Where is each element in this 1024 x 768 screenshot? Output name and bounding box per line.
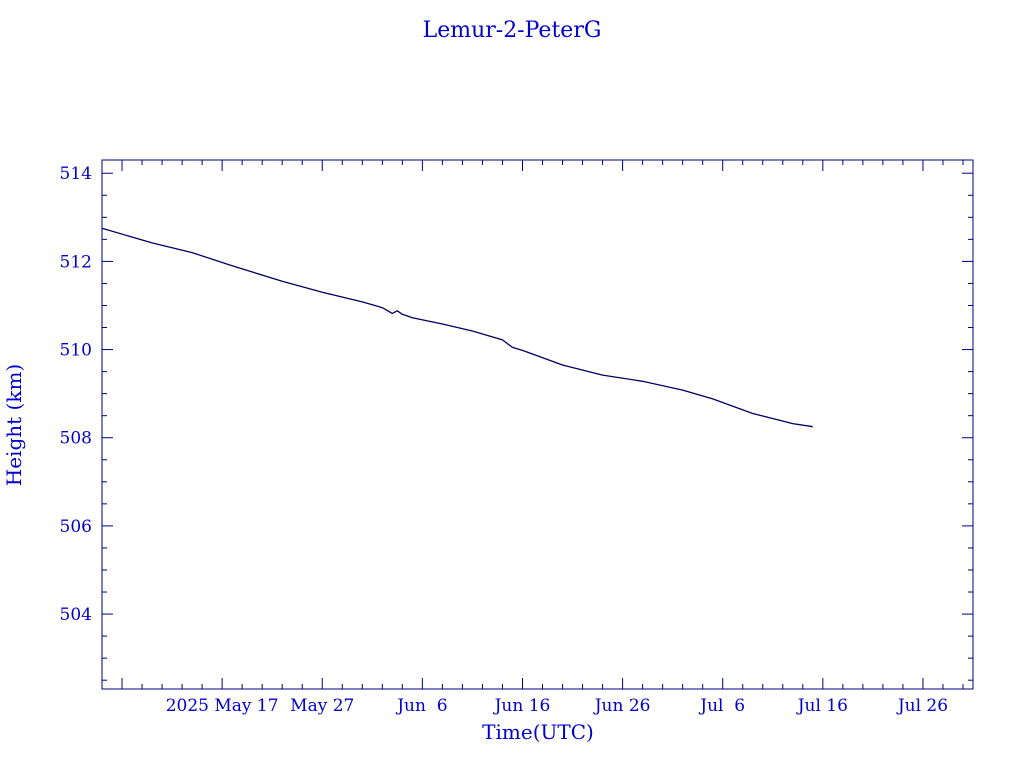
y-tick-label: 508 <box>60 429 92 449</box>
y-tick-label: 510 <box>60 341 92 361</box>
x-tick-label: Jul 6 <box>698 696 745 716</box>
y-tick-label: 506 <box>60 517 92 537</box>
x-axis-label: Time(UTC) <box>482 720 594 744</box>
series-layer <box>101 227 813 428</box>
tick-labels: 2025 May 17 May 27 Jun 6 Jun 16 Jun 26 Jul 6 J… <box>60 164 949 716</box>
axis-ticks <box>101 160 973 689</box>
y-axis-label: Height (km) <box>2 364 26 486</box>
x-tick-label: Jul 16 <box>796 696 848 716</box>
y-tick-label: 514 <box>60 164 92 184</box>
x-tick-label: Jun 6 <box>395 696 447 716</box>
x-tick-label: 2025 May 17 <box>166 696 279 716</box>
x-tick-label: Jun 26 <box>593 696 651 716</box>
x-tick-label: May 27 <box>290 696 354 716</box>
x-tick-label: Jun 16 <box>493 696 551 716</box>
y-tick-label: 512 <box>60 252 92 272</box>
plot-frame <box>101 159 974 690</box>
x-tick-label: Jul 26 <box>896 696 948 716</box>
y-tick-label: 504 <box>60 605 92 625</box>
chart-title: Lemur-2-PeterG <box>423 18 602 43</box>
series-line <box>101 227 813 428</box>
